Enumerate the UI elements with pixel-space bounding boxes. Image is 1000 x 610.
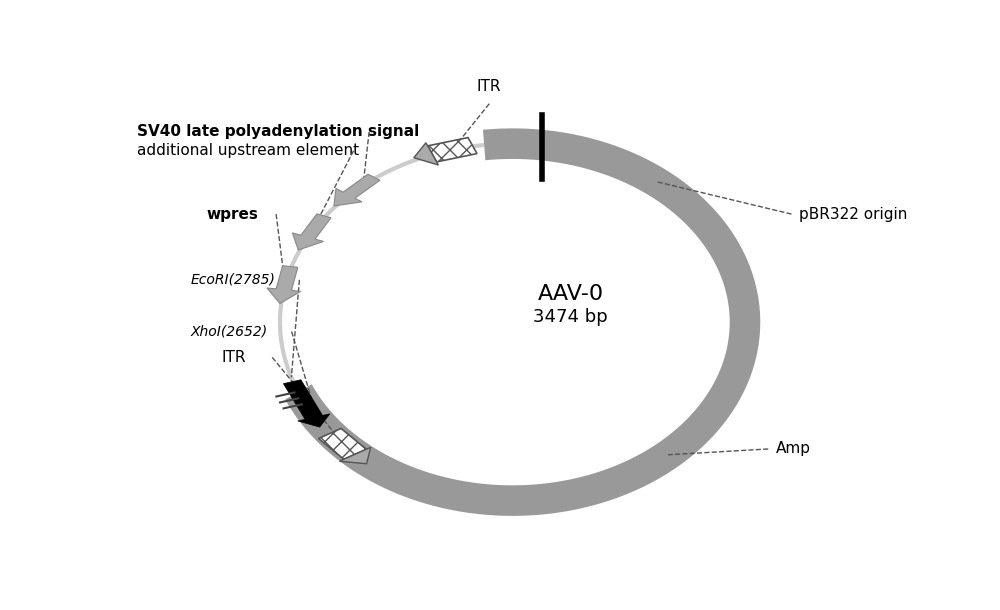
Text: AAV-0: AAV-0	[538, 284, 604, 304]
Text: SV40 late polyadenylation signal: SV40 late polyadenylation signal	[137, 124, 419, 140]
Text: 3474 bp: 3474 bp	[533, 309, 608, 326]
Text: wpres: wpres	[206, 207, 258, 221]
Polygon shape	[292, 214, 331, 250]
Text: XhoI(2652): XhoI(2652)	[191, 325, 268, 339]
Text: ITR: ITR	[477, 79, 502, 95]
Polygon shape	[428, 138, 477, 162]
Polygon shape	[267, 266, 301, 304]
Text: EcoRI(2785): EcoRI(2785)	[191, 273, 276, 287]
Polygon shape	[334, 174, 380, 206]
Polygon shape	[339, 447, 371, 464]
Text: pBR322 origin: pBR322 origin	[799, 207, 908, 221]
Polygon shape	[283, 380, 323, 419]
Text: Amp: Amp	[776, 442, 811, 456]
Polygon shape	[414, 143, 438, 165]
Text: additional upstream element: additional upstream element	[137, 143, 359, 158]
Polygon shape	[319, 428, 366, 459]
Text: ITR: ITR	[221, 350, 246, 365]
Polygon shape	[298, 414, 330, 427]
